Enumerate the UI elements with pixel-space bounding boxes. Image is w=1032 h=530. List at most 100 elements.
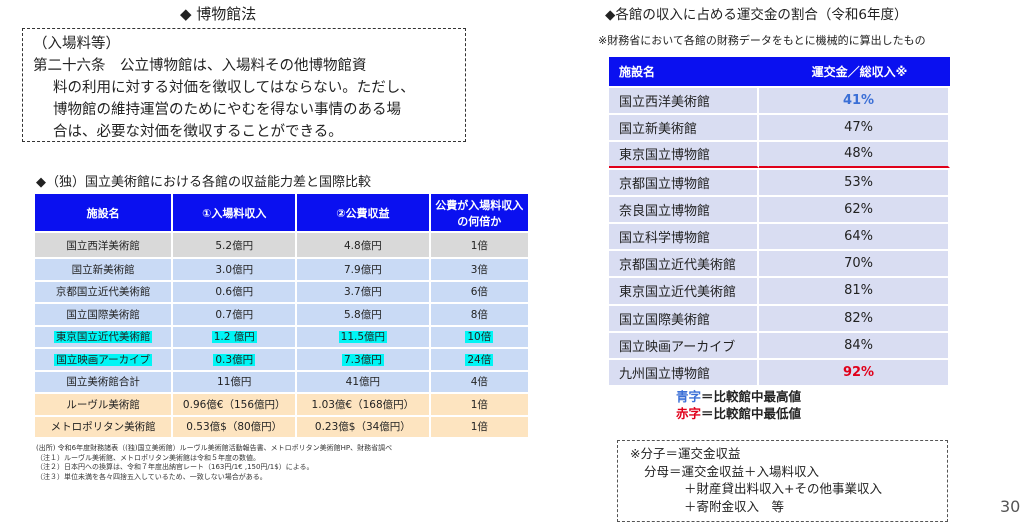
cell-text: 0.23億$（34億円） <box>314 421 411 434</box>
table-cell: 1倍 <box>430 233 528 257</box>
table-row: 京都国立近代美術館 0.6億円 3.7億円 6倍 <box>35 281 528 302</box>
ratio-value: 81% <box>759 278 950 304</box>
cell-text: 10倍 <box>465 331 494 344</box>
table-cell: 5.8億円 <box>297 304 429 325</box>
ratio-title: ◆各館の収入に占める運交金の割合（令和6年度） <box>605 7 908 23</box>
table-cell: 東京国立近代美術館 <box>35 326 172 347</box>
footnote: （注３）単位未満を各々四捨五入しているため、一致しない場合がある。 <box>36 472 267 481</box>
table-cell: 国立国際美術館 <box>35 304 172 325</box>
facility-name: 国立西洋美術館 <box>609 88 760 114</box>
table-cell: 国立西洋美術館 <box>35 233 172 257</box>
legend: 青字＝比較館中最高値 赤字＝比較館中最低値 <box>676 388 801 422</box>
ratio-value: 53% <box>759 169 950 195</box>
table-cell: メトロポリタン美術館 <box>35 416 172 437</box>
facility-name: 国立科学博物館 <box>609 223 760 250</box>
table-cell: 4倍 <box>430 371 528 392</box>
cell-text: 国立美術館合計 <box>66 376 140 389</box>
cell-text: 1倍 <box>470 239 488 252</box>
law-heading: （入場料等） <box>33 36 120 52</box>
table-cell: 6倍 <box>430 281 528 302</box>
table-row: 京都国立博物館 53% <box>609 169 950 195</box>
footnote: (出所) 令和6年度財務諸表（(独)国立美術館）ルーヴル美術館活動報告書、メトロ… <box>36 444 393 452</box>
table-cell: 1倍 <box>430 394 528 415</box>
cell-text: 3.7億円 <box>344 286 382 299</box>
table-cell: 3.0億円 <box>173 259 296 280</box>
table-row: 奈良国立博物館 62% <box>609 196 950 222</box>
table-row: 国立新美術館 3.0億円 7.9億円 3倍 <box>35 259 528 280</box>
facility-name: 国立国際美術館 <box>609 305 760 331</box>
facility-name: 東京国立近代美術館 <box>609 278 760 304</box>
table-cell: 8倍 <box>430 304 528 325</box>
facility-name: 国立映画アーカイブ <box>609 332 760 358</box>
cell-text: 8倍 <box>470 308 488 321</box>
table-cell: 国立美術館合計 <box>35 371 172 392</box>
col-header: 施設名 <box>35 194 172 231</box>
table-cell: 41億円 <box>297 371 429 392</box>
table-cell: 24倍 <box>430 349 528 370</box>
table-cell: 0.3億円 <box>173 349 296 370</box>
cell-text: 5.2億円 <box>215 239 254 252</box>
table-row: 国立国際美術館 0.7億円 5.8億円 8倍 <box>35 304 528 325</box>
facility-name: 京都国立博物館 <box>609 169 760 195</box>
table-cell: 3.7億円 <box>297 281 429 302</box>
table-row: 国立映画アーカイブ 0.3億円 7.3億円 24倍 <box>35 349 528 370</box>
col-header: 公費が入場料収入の何倍か <box>430 194 528 231</box>
cell-text: 国立国際美術館 <box>66 308 140 321</box>
table-cell: 国立映画アーカイブ <box>35 349 172 370</box>
cell-text: 京都国立近代美術館 <box>55 286 151 299</box>
cell-text: 0.7億円 <box>215 308 254 321</box>
legend-key-red: 赤字 <box>676 406 702 421</box>
table-row: 国立美術館合計 11億円 41億円 4倍 <box>35 371 528 392</box>
ratio-subtitle: ※財務省において各館の財務データをもとに機械的に算出したもの <box>598 34 926 47</box>
ratio-value: 48% <box>759 142 950 168</box>
table-cell: 1.2 億円 <box>173 326 296 347</box>
table-row: 九州国立博物館 92% <box>609 359 950 386</box>
cell-text: 41億円 <box>345 376 381 389</box>
cell-text: 5.8億円 <box>344 308 382 321</box>
cell-text: 1.2 億円 <box>211 331 257 344</box>
table-row: 京都国立近代美術館 70% <box>609 251 950 277</box>
table-row: 東京国立近代美術館 81% <box>609 278 950 304</box>
page-number: 30 <box>1000 497 1021 516</box>
table-cell: 5.2億円 <box>173 233 296 257</box>
table-cell: 10倍 <box>430 326 528 347</box>
table-cell: ルーヴル美術館 <box>35 394 172 415</box>
cell-text: 1倍 <box>470 421 488 434</box>
cell-text: 11.5億円 <box>338 331 388 344</box>
cell-text: 国立新美術館 <box>71 263 135 276</box>
cell-text: 24倍 <box>465 353 494 366</box>
cell-text: 国立西洋美術館 <box>66 239 140 252</box>
col-header: ②公費収益 <box>297 194 429 231</box>
cell-text: 0.96億€（156億円） <box>182 398 286 411</box>
facility-name: 奈良国立博物館 <box>609 196 760 222</box>
ratio-value: 47% <box>759 115 950 141</box>
footnote: （注１）ルーヴル美術館、メトロポリタン美術館は令和５年度の数値。 <box>36 453 260 462</box>
table-row: 国立西洋美術館 5.2億円 4.8億円 1倍 <box>35 233 528 257</box>
formula-line: ※分子＝運交金収益 <box>630 446 741 461</box>
table-cell: 7.3億円 <box>297 349 429 370</box>
table-row: メトロポリタン美術館 0.53億$（80億円） 0.23億$（34億円） 1倍 <box>35 416 528 437</box>
formula-line: ＋財産貸出料収入+その他事業収入 <box>684 481 882 496</box>
legend-text: ＝比較館中最低値 <box>701 406 802 421</box>
legend-key-blue: 青字 <box>676 389 702 404</box>
table-cell: 4.8億円 <box>297 233 429 257</box>
cell-text: 7.3億円 <box>342 353 384 366</box>
table-cell: 11.5億円 <box>297 326 429 347</box>
table-cell: 国立新美術館 <box>35 259 172 280</box>
cell-text: 1.03億€（168億円） <box>311 398 415 411</box>
table-cell: 0.7億円 <box>173 304 296 325</box>
ratio-value: 41% <box>759 88 950 114</box>
table-cell: 3倍 <box>430 259 528 280</box>
law-line: 博物館の維持運営のためにやむを得ない事情のある場 <box>53 102 401 118</box>
col-header: 施設名 <box>609 57 760 86</box>
table-row: 国立西洋美術館 41% <box>609 88 950 114</box>
table-cell: 1倍 <box>430 416 528 437</box>
revenue-comparison-table: 施設名 ①入場料収入 ②公費収益 公費が入場料収入の何倍か 国立西洋美術館 5.2… <box>33 192 530 439</box>
cell-text: 7.9億円 <box>344 263 382 276</box>
facility-name: 九州国立博物館 <box>609 359 760 386</box>
ratio-value: 64% <box>759 223 950 250</box>
cell-text: 0.6億円 <box>215 286 254 299</box>
cell-text: ルーヴル美術館 <box>66 398 140 411</box>
law-line: 第二十六条 公立博物館は、入場料その他博物館資 <box>33 58 367 74</box>
ratio-value: 70% <box>759 251 950 277</box>
